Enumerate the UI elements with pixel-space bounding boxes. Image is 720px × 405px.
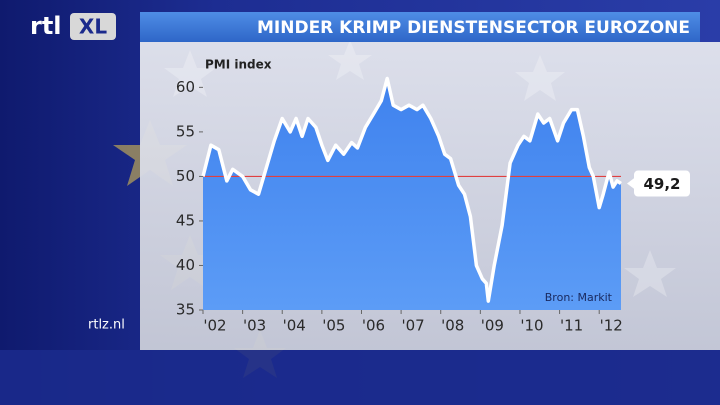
value-callout [634, 170, 690, 197]
site-url: rtlz.nl [88, 318, 125, 333]
x-tick-label: '03 [243, 317, 266, 335]
x-tick-label: '05 [322, 317, 345, 335]
title: MINDER KRIMP DIENSTENSECTOR EUROZONE [257, 18, 690, 38]
y-tick-label: 40 [176, 256, 195, 274]
logo-main: rtl [30, 12, 62, 40]
y-tick-label: 55 [176, 122, 195, 140]
x-tick-label: '04 [283, 317, 306, 335]
value-label: 49,2 [643, 175, 680, 193]
x-tick-label: '07 [401, 317, 424, 335]
footer-band [0, 350, 720, 405]
panel-stars [164, 40, 676, 297]
logo-badge-box [70, 13, 116, 40]
y-tick-label: 50 [176, 167, 195, 185]
x-tick-label: '11 [560, 317, 583, 335]
source: Bron: Markit [545, 291, 613, 304]
x-tick-label: '08 [441, 317, 464, 335]
y-tick-label: 45 [176, 211, 195, 229]
x-tick-label: '09 [481, 317, 504, 335]
line [201, 76, 622, 303]
value-callout-arrow [627, 177, 635, 190]
title-bar [140, 12, 700, 42]
logo-badge: XL [79, 15, 107, 39]
x-tick-label: '12 [600, 317, 623, 335]
y-axis-label: PMI index [205, 58, 272, 72]
x-tick-label: '10 [520, 317, 543, 335]
y-tick-label: 35 [176, 301, 195, 319]
x-tick-label: '02 [203, 317, 226, 335]
x-tick-label: '06 [362, 317, 385, 335]
y-tick-label: 60 [176, 78, 195, 96]
area [203, 78, 621, 310]
